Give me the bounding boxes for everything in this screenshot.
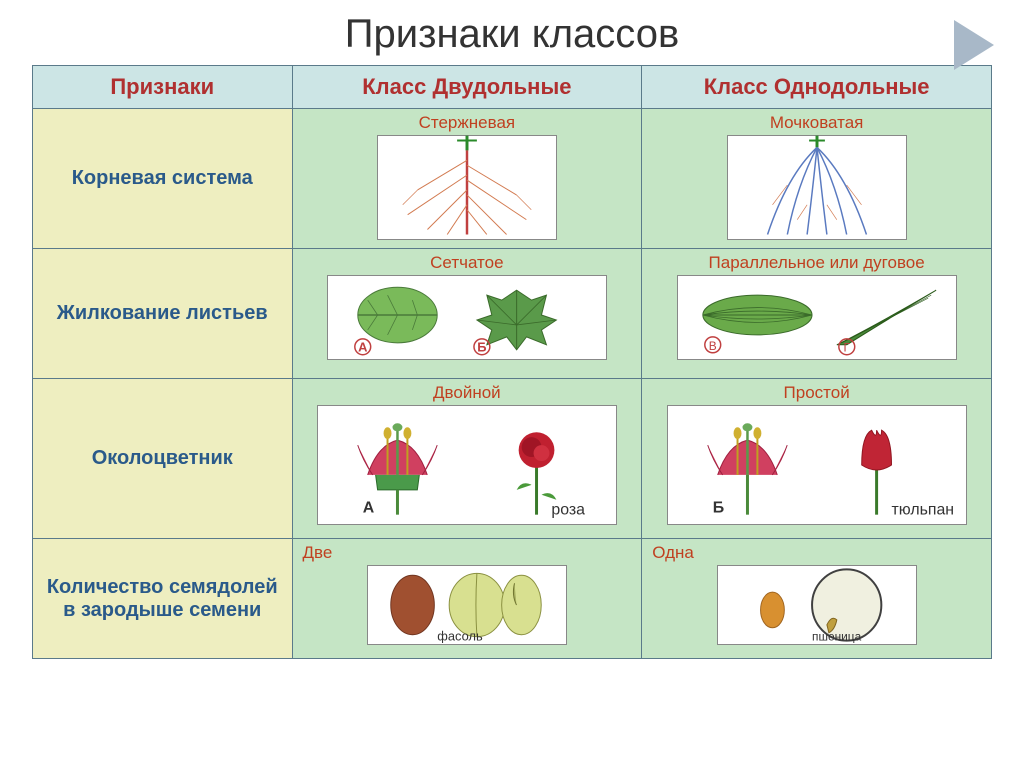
marker-g: Г bbox=[843, 341, 850, 355]
marker-a2: А bbox=[363, 500, 375, 517]
simple-perianth-illustration: Б тюльпан bbox=[667, 405, 967, 525]
wheat-caption: пшеница bbox=[812, 630, 862, 644]
dicot-venation-label: Сетчатое bbox=[293, 249, 642, 275]
taproot-illustration bbox=[377, 135, 557, 240]
reticulate-venation-illustration: А Б bbox=[327, 275, 607, 360]
marker-b2: Б bbox=[712, 500, 723, 517]
marker-a: А bbox=[358, 340, 367, 355]
header-row: Признаки Класс Двудольные Класс Однодоль… bbox=[33, 66, 992, 109]
dicot-perianth: Двойной bbox=[292, 379, 642, 539]
rose-caption: роза bbox=[551, 502, 585, 519]
marker-v: В bbox=[708, 339, 716, 353]
monocot-root-label: Мочковатая bbox=[642, 109, 991, 135]
monocot-perianth: Простой bbox=[642, 379, 992, 539]
feature-venation: Жилкование листьев bbox=[33, 249, 293, 379]
dicot-perianth-label: Двойной bbox=[293, 379, 642, 405]
monocot-root: Мочковатая bbox=[642, 109, 992, 249]
feature-root: Корневая система bbox=[33, 109, 293, 249]
next-arrow-icon[interactable] bbox=[954, 20, 994, 70]
monocot-cotyledons: Одна пшеница bbox=[642, 539, 992, 659]
tulip-caption: тюльпан bbox=[891, 502, 954, 519]
dicot-venation: Сетчатое bbox=[292, 249, 642, 379]
dicot-root-label: Стержневая bbox=[293, 109, 642, 135]
marker-b: Б bbox=[477, 340, 486, 355]
dicot-cotyledons-label: Две bbox=[293, 539, 642, 565]
two-cotyledons-illustration: фасоль bbox=[367, 565, 567, 645]
comparison-table: Признаки Класс Двудольные Класс Однодоль… bbox=[32, 65, 992, 659]
dicot-root: Стержневая bbox=[292, 109, 642, 249]
double-perianth-illustration: А роза bbox=[317, 405, 617, 525]
monocot-venation: Параллельное или дуговое В bbox=[642, 249, 992, 379]
row-leaf-venation: Жилкование листьев Сетчатое bbox=[33, 249, 992, 379]
dicot-cotyledons: Две фасоль bbox=[292, 539, 642, 659]
bean-caption: фасоль bbox=[437, 629, 483, 644]
row-cotyledons: Количество семядолей в зародыше семени Д… bbox=[33, 539, 992, 659]
page-title: Признаки классов bbox=[0, 0, 1024, 65]
header-features: Признаки bbox=[33, 66, 293, 109]
fibrous-root-illustration bbox=[727, 135, 907, 240]
parallel-venation-illustration: В Г bbox=[677, 275, 957, 360]
feature-cotyledons: Количество семядолей в зародыше семени bbox=[33, 539, 293, 659]
monocot-venation-label: Параллельное или дуговое bbox=[642, 249, 991, 275]
feature-perianth: Околоцветник bbox=[33, 379, 293, 539]
monocot-perianth-label: Простой bbox=[642, 379, 991, 405]
one-cotyledon-illustration: пшеница bbox=[717, 565, 917, 645]
monocot-cotyledons-label: Одна bbox=[642, 539, 991, 565]
header-dicot: Класс Двудольные bbox=[292, 66, 642, 109]
row-perianth: Околоцветник Двойной bbox=[33, 379, 992, 539]
header-monocot: Класс Однодольные bbox=[642, 66, 992, 109]
row-root-system: Корневая система Стержневая bbox=[33, 109, 992, 249]
